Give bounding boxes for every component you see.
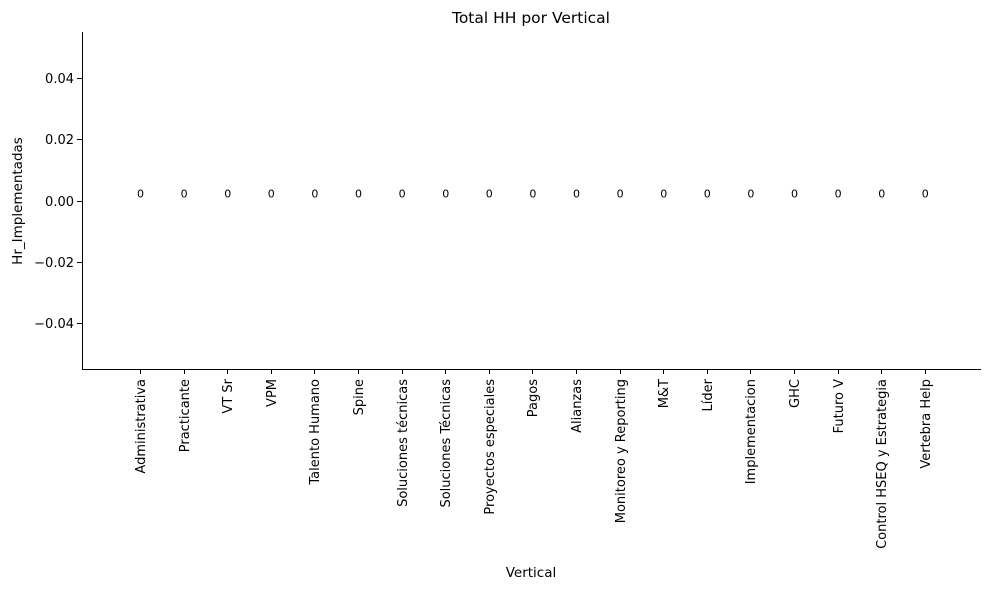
x-tick-label: Administrativa [134, 379, 149, 474]
x-tick-label: Proyectos especiales [483, 379, 498, 515]
y-tick-label: −0.02 [34, 256, 74, 271]
bar-data-label: 0 [922, 188, 929, 201]
chart-title: Total HH por Vertical [451, 9, 610, 27]
x-tick-label: Implementacion [744, 379, 759, 484]
bar-data-label: 0 [747, 188, 754, 201]
x-tick-label: Alianzas [570, 379, 585, 433]
x-axis-ticks: Administrativa Practicante VT Sr VPM Talento… [134, 369, 934, 549]
y-tick-label: 0.00 [45, 195, 74, 210]
x-tick-label: Soluciones Técnicas [439, 379, 454, 508]
y-axis-label: Hr_Implementadas [10, 137, 26, 265]
bar-data-labels: 0 0 0 0 0 0 0 0 0 0 0 0 0 0 0 0 0 0 0 [137, 188, 929, 201]
bar-data-label: 0 [442, 188, 449, 201]
bar-data-label: 0 [311, 188, 318, 201]
y-axis-ticks: −0.04 −0.02 0.00 0.02 0.04 [34, 72, 82, 332]
bar-data-label: 0 [486, 188, 493, 201]
plot-area [82, 32, 981, 370]
x-tick-label: Futuro V [832, 379, 847, 433]
x-tick-label: Practicante [178, 379, 193, 452]
x-tick-label: VT Sr [221, 378, 236, 413]
x-tick-label: VPM [265, 379, 280, 407]
bar-data-label: 0 [878, 188, 885, 201]
y-tick-label: 0.02 [45, 133, 74, 148]
bar-data-label: 0 [573, 188, 580, 201]
bar-data-label: 0 [181, 188, 188, 201]
bar-data-label: 0 [529, 188, 536, 201]
x-tick-label: Talento Humano [308, 379, 323, 486]
bar-data-label: 0 [355, 188, 362, 201]
x-tick-label: M&T [657, 379, 672, 408]
bar-data-label: 0 [835, 188, 842, 201]
bar-data-label: 0 [704, 188, 711, 201]
y-tick-label: 0.04 [45, 72, 74, 87]
x-tick-label: Líder [701, 378, 716, 411]
y-tick-label: −0.04 [34, 317, 74, 332]
bar-data-label: 0 [617, 188, 624, 201]
bar-data-label: 0 [224, 188, 231, 201]
x-tick-label: Soluciones técnicas [396, 379, 411, 507]
x-tick-label: Monitoreo y Reporting [614, 379, 629, 523]
bar-data-label: 0 [399, 188, 406, 201]
bar-data-label: 0 [137, 188, 144, 201]
x-tick-label: Vertebra Help [919, 379, 934, 469]
x-axis-label: Vertical [506, 565, 557, 581]
x-tick-label: Pagos [526, 379, 541, 417]
bar-data-label: 0 [268, 188, 275, 201]
bar-data-label: 0 [791, 188, 798, 201]
bar-data-label: 0 [660, 188, 667, 201]
x-tick-label: Control HSEQ y Estrategia [875, 379, 890, 549]
x-tick-label: GHC [788, 379, 803, 408]
x-tick-label: Spine [352, 379, 367, 415]
